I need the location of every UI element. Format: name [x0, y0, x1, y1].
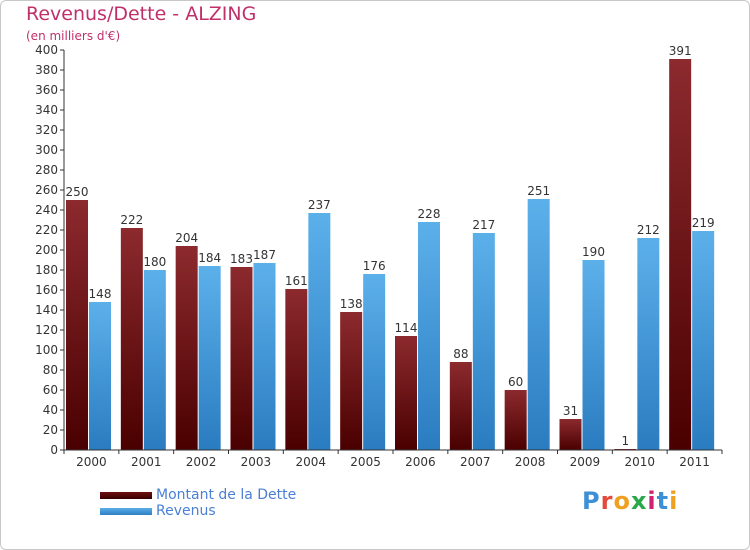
y-tick-label: 200: [35, 243, 58, 257]
y-tick-label: 360: [35, 83, 58, 97]
data-label-debt: 138: [340, 297, 363, 311]
bar-debt: [504, 390, 527, 450]
y-tick-label: 80: [43, 363, 58, 377]
data-label-debt: 114: [395, 321, 418, 335]
bar-debt: [559, 419, 582, 450]
y-tick-label: 320: [35, 123, 58, 137]
x-tick-label: 2006: [405, 455, 436, 469]
data-label-debt: 60: [508, 375, 523, 389]
x-tick-label: 2008: [515, 455, 546, 469]
legend-item-debt: Montant de la Dette: [100, 487, 296, 503]
data-label-revenue: 180: [143, 255, 166, 269]
bar-debt: [175, 246, 198, 450]
x-tick-label: 2001: [131, 455, 162, 469]
y-tick-label: 160: [35, 283, 58, 297]
x-tick-label: 2010: [624, 455, 655, 469]
data-label-revenue: 251: [527, 184, 550, 198]
bar-revenue: [527, 199, 550, 450]
data-label-debt: 1: [622, 434, 630, 448]
data-label-debt: 204: [175, 231, 198, 245]
logo-letter: o: [613, 487, 631, 515]
bar-debt: [120, 228, 143, 450]
y-tick-label: 340: [35, 103, 58, 117]
bar-debt: [66, 200, 88, 450]
y-tick-label: 0: [50, 443, 58, 457]
bar-debt: [340, 312, 363, 450]
y-tick-label: 60: [43, 383, 58, 397]
data-label-revenue: 184: [198, 251, 221, 265]
bar-revenue: [637, 238, 660, 450]
bar-debt: [395, 336, 417, 450]
data-label-debt: 391: [669, 44, 692, 58]
y-tick-label: 380: [35, 63, 58, 77]
bar-revenue: [472, 233, 495, 450]
y-tick-label: 300: [35, 143, 58, 157]
logo-letter: x: [630, 487, 648, 515]
data-label-revenue: 148: [89, 287, 112, 301]
bar-revenue: [198, 266, 221, 450]
data-label-debt: 88: [453, 347, 468, 361]
bar-revenue: [89, 302, 111, 450]
x-tick-label: 2009: [570, 455, 601, 469]
x-tick-label: 2003: [241, 455, 272, 469]
y-tick-label: 240: [35, 203, 58, 217]
data-label-revenue: 219: [692, 216, 715, 230]
data-label-revenue: 212: [637, 223, 660, 237]
data-label-revenue: 217: [472, 218, 495, 232]
y-tick-label: 280: [35, 163, 58, 177]
data-label-revenue: 237: [308, 198, 331, 212]
logo-letter: i: [669, 487, 679, 515]
x-tick-label: 2011: [679, 455, 710, 469]
x-tick-label: 2002: [186, 455, 217, 469]
legend-swatch-debt: [100, 491, 152, 499]
y-tick-label: 140: [35, 303, 58, 317]
y-tick-label: 120: [35, 323, 58, 337]
bar-revenue: [582, 260, 605, 450]
bar-revenue: [143, 270, 166, 450]
data-label-debt: 31: [563, 404, 578, 418]
y-tick-label: 180: [35, 263, 58, 277]
x-tick-label: 2000: [76, 455, 107, 469]
proxiti-logo: Proxiti: [582, 487, 678, 515]
data-label-revenue: 190: [582, 245, 605, 259]
chart-subtitle: (en milliers d'€): [26, 29, 121, 43]
y-tick-label: 400: [35, 43, 58, 57]
bar-revenue: [692, 231, 715, 450]
bar-debt: [449, 362, 472, 450]
legend-label-debt: Montant de la Dette: [156, 487, 297, 503]
logo-letter: P: [582, 487, 601, 515]
y-tick-label: 260: [35, 183, 58, 197]
data-label-debt: 161: [285, 274, 308, 288]
data-label-revenue: 187: [253, 248, 276, 262]
data-label-debt: 250: [66, 185, 89, 199]
y-tick-label: 100: [35, 343, 58, 357]
data-label-debt: 183: [230, 252, 253, 266]
x-tick-label: 2005: [350, 455, 381, 469]
logo-letter: i: [647, 487, 657, 515]
bar-revenue: [418, 222, 440, 450]
legend-label-revenue: Revenus: [156, 503, 216, 519]
bar-revenue: [253, 263, 276, 450]
logo-letter: r: [600, 487, 614, 515]
y-tick-label: 40: [43, 403, 58, 417]
bar-debt: [285, 289, 308, 450]
chart-title: Revenus/Dette - ALZING: [26, 3, 257, 25]
legend-swatch-revenue: [100, 507, 152, 515]
x-tick-label: 2004: [295, 455, 326, 469]
y-tick-label: 20: [43, 423, 58, 437]
bar-debt: [669, 59, 692, 450]
data-label-revenue: 176: [363, 259, 386, 273]
bar-revenue: [363, 274, 386, 450]
data-label-debt: 222: [120, 213, 143, 227]
bar-debt: [230, 267, 253, 450]
x-tick-label: 2007: [460, 455, 491, 469]
y-tick-label: 220: [35, 223, 58, 237]
legend-item-revenue: Revenus: [100, 503, 296, 519]
logo-letter: t: [656, 487, 670, 515]
legend: Montant de la Dette Revenus: [100, 487, 296, 519]
bar-revenue: [308, 213, 331, 450]
data-label-revenue: 228: [418, 207, 441, 221]
